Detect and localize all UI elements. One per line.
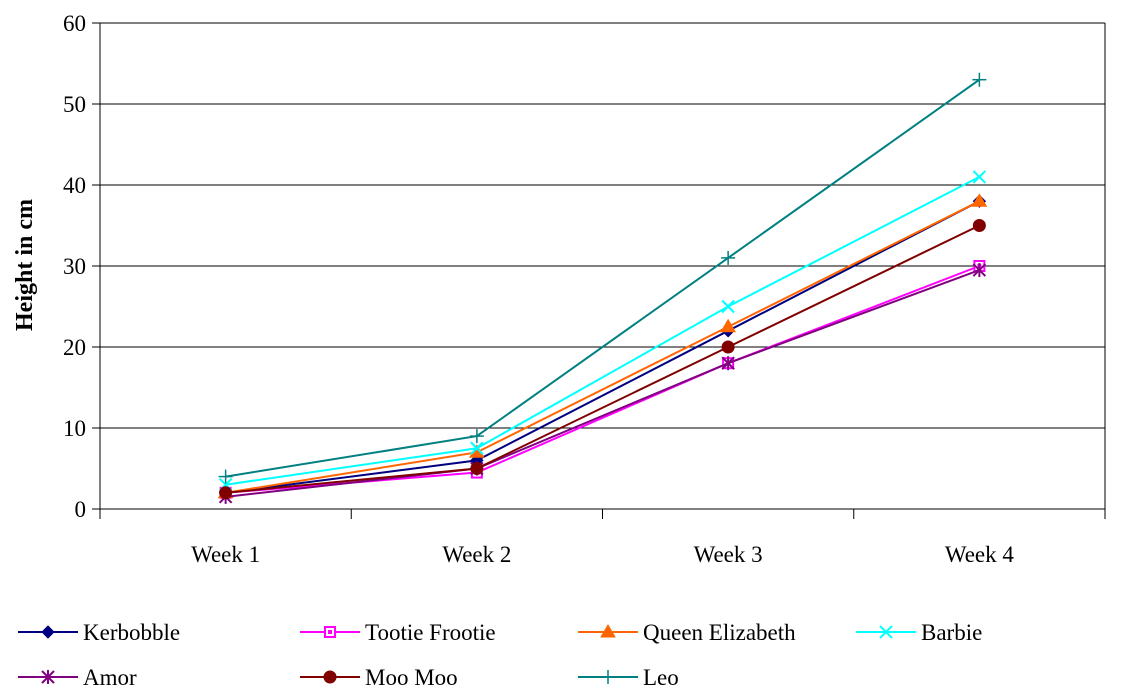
y-axis-ticks: 0 10 20 30 40 50 60	[63, 11, 100, 522]
y-tick-label: 40	[63, 173, 86, 198]
data-point	[470, 441, 484, 455]
y-tick-label: 30	[63, 254, 86, 279]
series-line	[225, 200, 980, 494]
legend-marker	[41, 625, 55, 639]
legend: Kerbobble Tootie Frootie Queen Elizabeth Ba…	[18, 620, 982, 690]
x-tick-label: Week 1	[191, 542, 260, 567]
series-moo-moo	[219, 219, 986, 500]
legend-item: Tootie Frootie	[300, 620, 496, 645]
data-point	[469, 429, 484, 444]
data-point	[218, 469, 233, 484]
legend-label: Amor	[83, 665, 137, 690]
data-point	[720, 318, 736, 333]
y-tick-label: 50	[63, 92, 86, 117]
data-point	[972, 219, 986, 232]
x-tick-label: Week 2	[442, 542, 511, 567]
series-group	[217, 72, 988, 504]
series-line	[225, 200, 980, 494]
series-tootie-frootie	[219, 260, 986, 499]
gridlines	[100, 22, 1105, 429]
data-point	[972, 72, 987, 87]
legend-item: Leo	[578, 665, 679, 690]
legend-label: Queen Elizabeth	[643, 620, 796, 645]
legend-marker	[324, 626, 336, 638]
legend-marker	[601, 670, 615, 684]
data-point	[972, 263, 987, 278]
legend-marker	[41, 670, 55, 684]
legend-marker	[879, 625, 893, 639]
legend-label: Leo	[643, 665, 679, 690]
y-tick-label: 0	[75, 497, 87, 522]
legend-item: Amor	[18, 665, 137, 690]
series-barbie	[218, 170, 987, 492]
y-tick-label: 20	[63, 335, 86, 360]
series-line	[225, 78, 980, 478]
y-tick-label: 60	[63, 11, 86, 36]
y-axis-title: Height in cm	[12, 199, 38, 331]
data-point	[470, 462, 484, 475]
series-line	[225, 269, 980, 498]
series-leo	[218, 72, 987, 484]
x-tick-label: Week 4	[945, 542, 1015, 567]
y-tick-label: 10	[63, 416, 86, 441]
legend-item: Barbie	[856, 620, 982, 645]
legend-label: Moo Moo	[365, 665, 458, 690]
legend-marker	[323, 670, 337, 684]
data-point	[971, 193, 988, 207]
data-point	[972, 170, 987, 184]
data-point	[721, 299, 735, 314]
data-point	[721, 340, 735, 354]
legend-item: Moo Moo	[300, 665, 458, 690]
legend-marker	[600, 624, 616, 638]
series-queen-elizabeth	[217, 193, 988, 499]
series-line	[225, 224, 980, 494]
series-amor	[218, 263, 987, 504]
legend-item: Kerbobble	[18, 620, 180, 645]
data-point	[721, 250, 736, 265]
legend-label: Tootie Frootie	[365, 620, 496, 645]
data-point	[219, 486, 233, 500]
legend-item: Queen Elizabeth	[578, 620, 796, 645]
data-point	[721, 356, 735, 371]
series-line	[225, 176, 980, 486]
x-axis-ticks: Week 1 Week 2 Week 3 Week 4	[99, 509, 1106, 567]
legend-label: Barbie	[921, 620, 982, 645]
legend-label: Kerbobble	[83, 620, 180, 645]
x-tick-label: Week 3	[694, 542, 763, 567]
